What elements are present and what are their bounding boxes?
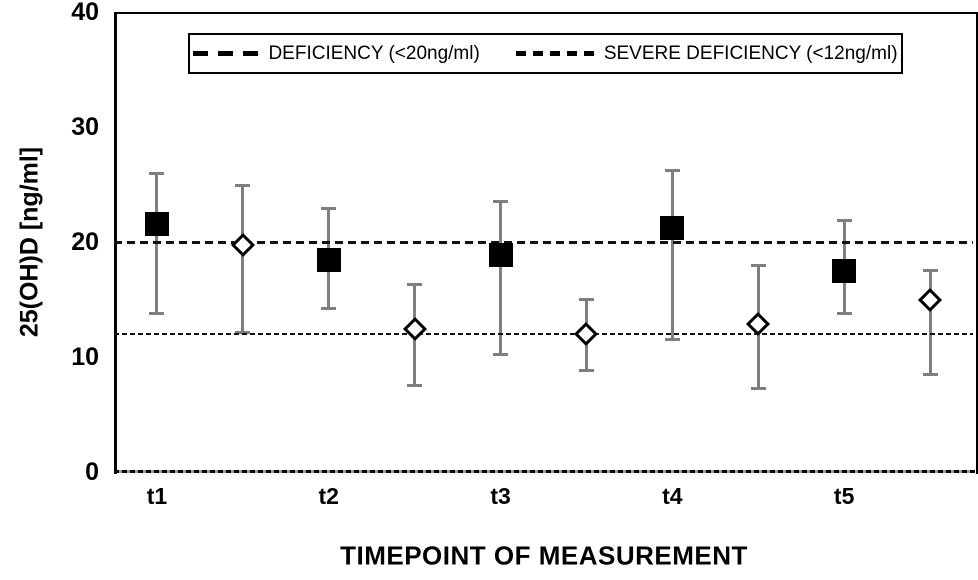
diamond-marker <box>574 321 599 347</box>
error-bar-cap-top <box>149 171 165 175</box>
x-axis-title: TIMEPOINT OF MEASUREMENT <box>340 540 748 571</box>
x-tick-label: t5 <box>833 483 855 509</box>
square-marker <box>832 258 857 283</box>
error-bar-cap-bottom <box>578 369 594 373</box>
error-bar-cap-top <box>664 169 680 173</box>
error-bar-cap-bottom <box>493 353 509 357</box>
legend-label-severe-deficiency: SEVERE DEFICIENCY (<12ng/ml) <box>603 42 898 64</box>
error-bar <box>670 170 674 340</box>
legend-label-deficiency: DEFICIENCY (<20ng/ml) <box>268 42 480 64</box>
x-tick-label: t1 <box>146 483 168 509</box>
y-tick-label: 0 <box>85 458 99 486</box>
error-bar-cap-top <box>235 184 251 188</box>
error-bar-cap-top <box>750 263 766 267</box>
error-bar-cap-bottom <box>149 311 165 315</box>
diamond-marker <box>230 233 255 258</box>
error-bar-cap-bottom <box>836 311 852 315</box>
short-dash-line-sample <box>515 51 594 56</box>
error-bar-cap-top <box>836 218 852 222</box>
y-tick-label: 40 <box>71 0 99 26</box>
legend-item-severe-deficiency: SEVERE DEFICIENCY (<12ng/ml) <box>515 42 898 65</box>
error-bar-cap-bottom <box>664 338 680 342</box>
x-tick-label: t2 <box>318 483 339 509</box>
legend: DEFICIENCY (<20ng/ml) SEVERE DEFICIENCY … <box>188 33 903 74</box>
error-bar <box>499 201 503 355</box>
square-marker <box>660 216 685 241</box>
error-bar-cap-bottom <box>407 384 423 388</box>
square-marker <box>144 211 169 236</box>
error-bar-cap-top <box>493 200 509 204</box>
error-bar-cap-top <box>578 298 594 301</box>
diamond-marker <box>918 287 943 312</box>
long-dash-line-sample <box>193 51 259 56</box>
error-bar-cap-bottom <box>750 386 766 390</box>
error-bar-cap-bottom <box>922 372 938 376</box>
deficiency-threshold-line <box>114 240 973 244</box>
severe-deficiency-threshold-line <box>114 332 973 335</box>
y-tick-label: 10 <box>71 343 99 371</box>
diamond-marker <box>402 317 427 342</box>
y-tick-label: 20 <box>71 228 99 256</box>
x-tick-label: t4 <box>662 483 683 509</box>
square-marker <box>488 242 513 267</box>
x-axis-line <box>114 470 975 473</box>
error-bar-cap-top <box>407 283 423 287</box>
y-tick-label: 30 <box>71 113 99 141</box>
legend-item-deficiency: DEFICIENCY (<20ng/ml) <box>193 42 480 65</box>
square-marker <box>316 248 341 273</box>
error-bar-cap-top <box>321 207 337 211</box>
x-tick-label: t3 <box>490 483 511 509</box>
y-axis-title: 25(OH)D [ng/ml] <box>15 146 44 338</box>
error-bar <box>241 185 245 333</box>
error-bar-cap-bottom <box>321 307 337 311</box>
error-bar-cap-top <box>922 269 938 273</box>
error-bar <box>928 270 932 375</box>
